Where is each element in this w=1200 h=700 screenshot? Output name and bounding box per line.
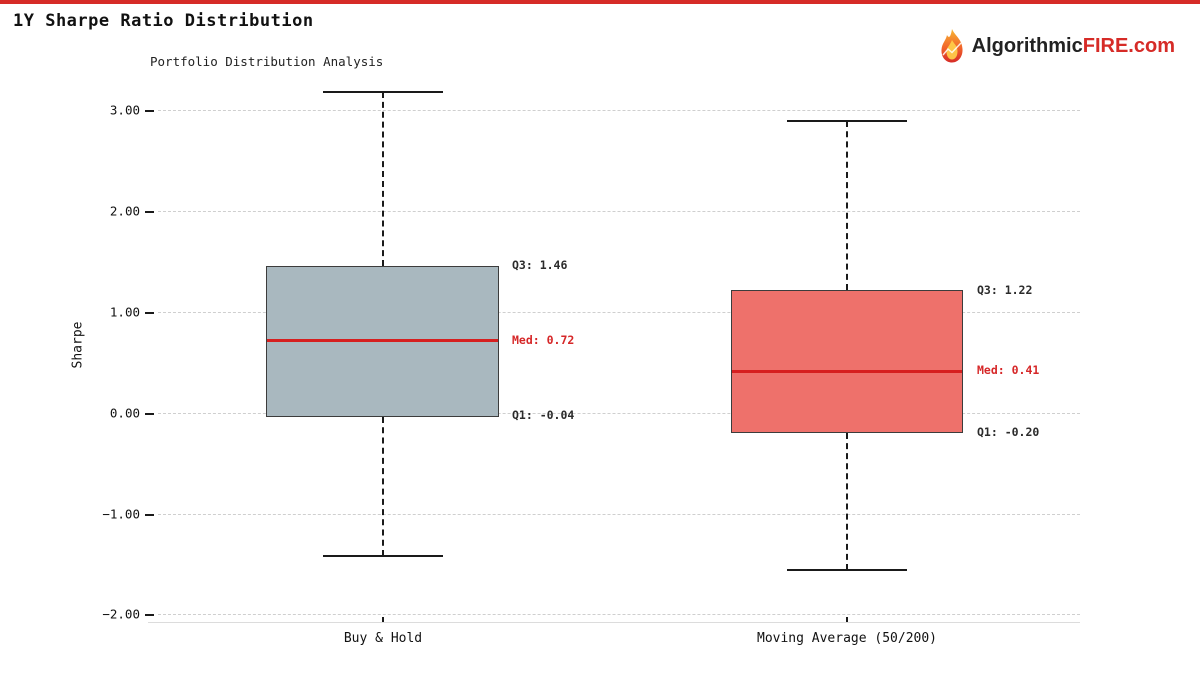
y-tick-label: 2.00 [109,203,140,219]
y-tick [145,312,154,314]
gridline [158,413,1080,414]
iqr-box [731,290,963,433]
y-axis-label: Sharpe [70,321,86,369]
brand-name-algorithmic: Algorithmic [971,34,1083,57]
lower-whisker-cap [323,555,443,557]
top-accent-bar [0,0,1200,4]
y-tick-label: 1.00 [109,304,140,320]
lower-whisker [382,417,384,556]
y-tick [145,514,154,516]
lower-whisker [846,433,848,570]
y-tick [145,614,154,616]
gridline [158,110,1080,111]
page-title: 1Y Sharpe Ratio Distribution [13,11,314,31]
y-tick-label: 0.00 [109,405,140,421]
q3-annotation: Q3: 1.22 [977,283,1033,297]
gridline [158,614,1080,615]
brand-name-fire-com: FIRE.com [1082,34,1175,57]
x-category-buy-hold: Buy & Hold [343,631,423,646]
y-tick-label: −2.00 [102,606,140,622]
y-tick [145,211,154,213]
y-tick [145,413,154,415]
y-tick-label: 3.00 [109,102,140,118]
y-tick-label: −1.00 [102,506,140,522]
gridline [158,312,1080,313]
q1-annotation: Q1: -0.20 [977,425,1040,439]
gridline [158,514,1080,515]
median-annotation: Med: 0.72 [512,333,575,347]
x-tick [382,617,384,622]
gridline [158,211,1080,212]
x-axis-spine [148,622,1080,623]
median-line [267,339,498,342]
q1-annotation: Q1: -0.04 [512,408,575,422]
upper-whisker [382,92,384,266]
brand-logo: AlgorithmicFIRE.com [936,28,1175,64]
flame-icon [936,28,968,64]
median-line [732,370,962,373]
brand-name: AlgorithmicFIRE.com [972,35,1175,58]
upper-whisker [846,121,848,290]
chart-title: Portfolio Distribution Analysis [150,54,384,69]
lower-whisker-cap [787,569,907,571]
upper-whisker-cap [323,91,443,93]
y-tick [145,110,154,112]
median-annotation: Med: 0.41 [977,363,1040,377]
q3-annotation: Q3: 1.46 [512,258,568,272]
x-tick [846,617,848,622]
upper-whisker-cap [787,120,907,122]
x-category-moving-average: Moving Average (50/200) [756,631,938,646]
